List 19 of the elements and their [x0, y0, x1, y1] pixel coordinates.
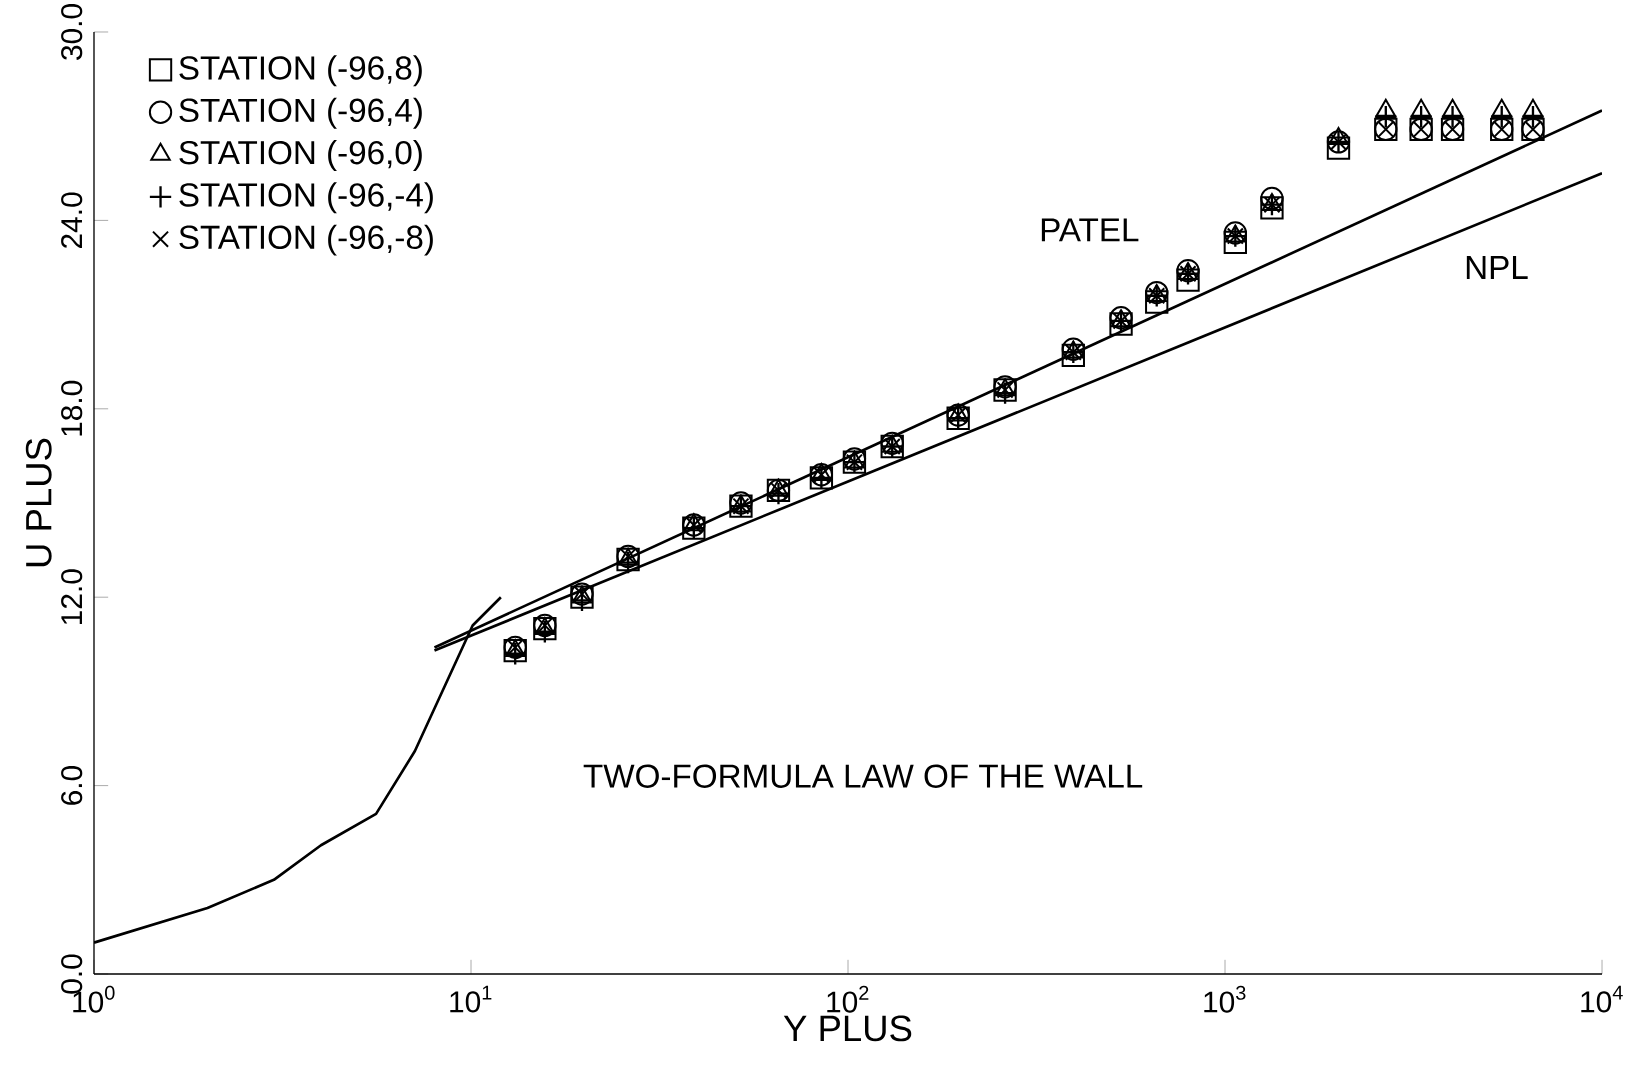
y-tick-label: 12.0	[61, 569, 83, 624]
y-tick-label: 18.0	[61, 380, 83, 436]
x-axis-title: Y PLUS	[783, 1015, 912, 1042]
annotation: NPL	[1466, 256, 1528, 279]
x-tick-label: 10$^{1}$	[450, 985, 492, 1013]
x-tick-label: 10$^{4}$	[1581, 985, 1623, 1013]
legend-label: STATION (-96,-8)	[179, 224, 433, 256]
y-tick-label: 30.0	[61, 4, 83, 60]
annotation: TWO-FORMULA LAW OF THE WALL	[583, 764, 1143, 788]
legend-label: STATION (-96,-4)	[179, 182, 433, 214]
legend-label: STATION (-96,8)	[179, 55, 422, 87]
y-axis-title: U PLUS	[25, 438, 52, 567]
annotation: PATEL	[1041, 218, 1139, 242]
legend-label: STATION (-96,4)	[179, 97, 422, 129]
x-tick-label: 10$^{3}$	[1204, 985, 1246, 1013]
y-tick-label: 24.0	[61, 192, 83, 248]
y-tick-label: 6.0	[61, 765, 83, 805]
x-tick-label: 10$^{2}$	[827, 985, 869, 1013]
legend-label: STATION (-96,0)	[179, 140, 422, 171]
